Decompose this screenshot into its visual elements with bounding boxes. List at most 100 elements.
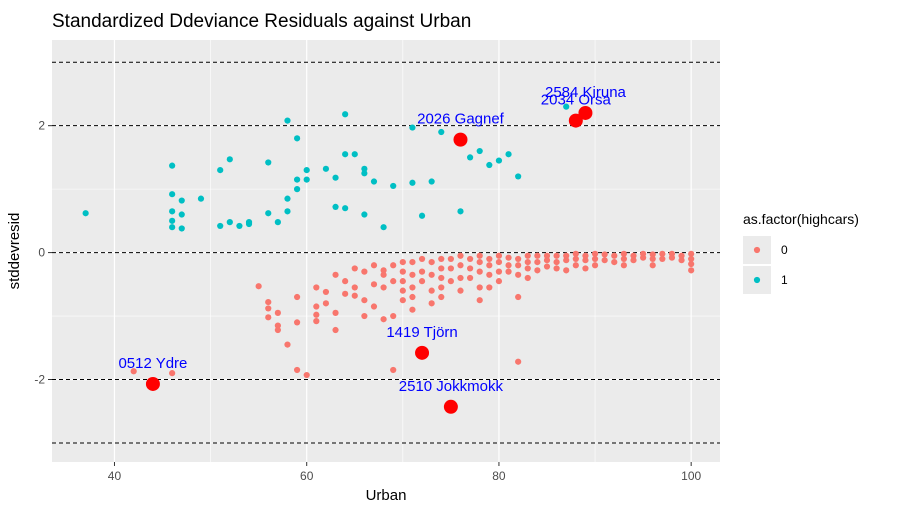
point-highcars-0 — [361, 297, 368, 304]
point-highcars-1 — [284, 208, 291, 215]
point-highcars-1 — [169, 162, 176, 169]
point-highcars-1 — [361, 165, 368, 172]
point-highcars-1 — [342, 205, 349, 212]
point-highcars-0 — [438, 274, 445, 282]
point-highcars-0 — [447, 255, 454, 263]
point-highcars-0 — [399, 287, 406, 294]
reference-lines — [52, 61, 720, 444]
point-highcars-0 — [313, 311, 320, 318]
point-highcars-0 — [409, 259, 416, 266]
point-highcars-0 — [495, 268, 503, 275]
point-highcars-0 — [591, 250, 599, 257]
point-highcars-0 — [543, 263, 551, 270]
point-annotation: 2034 Orsa — [541, 92, 612, 109]
highlighted-points — [145, 105, 593, 414]
point-highcars-0 — [688, 255, 695, 263]
point-highcars-0 — [274, 309, 281, 316]
point-highcars-0 — [678, 257, 685, 264]
point-highcars-1 — [217, 166, 224, 174]
point-highcars-0 — [399, 297, 406, 304]
point-annotation: 2584 Kiruna — [545, 84, 627, 101]
point-annotation: 2510 Jokkmokk — [399, 378, 504, 395]
point-highcars-1 — [409, 124, 416, 131]
point-highcars-0 — [274, 326, 281, 334]
point-highcars-1 — [265, 210, 272, 217]
point-highcars-0 — [457, 252, 464, 259]
point-highcars-0 — [688, 267, 695, 274]
highlighted-point — [578, 105, 593, 120]
point-highcars-1 — [390, 182, 397, 190]
point-highcars-0 — [380, 284, 387, 291]
point-highcars-0 — [476, 284, 483, 291]
highlighted-point — [415, 345, 430, 360]
point-highcars-0 — [467, 255, 474, 263]
point-highcars-0 — [284, 341, 291, 348]
point-highcars-0 — [563, 257, 570, 264]
point-highcars-1 — [361, 211, 368, 218]
point-highcars-1 — [178, 225, 185, 232]
point-highcars-1 — [342, 151, 349, 158]
point-annotations: 0512 Ydre 1419 Tjörn 2510 Jokkmokk 2026 Gag… — [118, 84, 626, 395]
point-highcars-1 — [169, 217, 176, 224]
point-highcars-0 — [495, 278, 503, 285]
point-highcars-0 — [553, 259, 560, 266]
point-highcars-0 — [380, 316, 387, 323]
highlighted-point — [453, 132, 468, 147]
point-highcars-1 — [457, 208, 464, 215]
point-highcars-0 — [649, 251, 656, 258]
point-highcars-0 — [428, 300, 435, 307]
legend: as.factor(highcars) 0 1 — [743, 211, 859, 294]
point-annotation: 1419 Tjörn — [386, 324, 457, 341]
point-highcars-0 — [524, 252, 531, 259]
point-highcars-1 — [515, 173, 522, 180]
point-highcars-0 — [476, 252, 483, 259]
point-highcars-1 — [409, 179, 416, 186]
point-annotation: 0512 Ydre — [118, 355, 187, 372]
point-highcars-1 — [332, 203, 339, 210]
y-tick-label: 0 — [38, 246, 45, 260]
point-highcars-0 — [409, 293, 416, 301]
point-highcars-0 — [467, 274, 474, 282]
point-highcars-1 — [467, 154, 474, 161]
point-highcars-0 — [351, 284, 358, 291]
x-tick-label: 60 — [300, 469, 314, 483]
point-highcars-0 — [572, 250, 579, 257]
point-highcars-0 — [649, 255, 656, 263]
point-highcars-1 — [245, 219, 253, 226]
point-highcars-0 — [390, 366, 397, 374]
legend-label-1: 1 — [781, 273, 788, 287]
point-highcars-1 — [169, 224, 176, 231]
x-tick-label: 40 — [108, 469, 122, 483]
point-highcars-0 — [390, 262, 397, 269]
point-highcars-0 — [438, 293, 445, 301]
point-highcars-0 — [563, 267, 570, 274]
point-highcars-0 — [486, 271, 493, 278]
point-highcars-1 — [284, 195, 291, 202]
point-highcars-0 — [611, 252, 618, 259]
highlighted-point — [145, 376, 160, 391]
point-highcars-0 — [524, 259, 531, 266]
point-highcars-1 — [418, 212, 426, 219]
point-highcars-0 — [620, 250, 627, 257]
point-highcars-0 — [486, 262, 493, 269]
point-highcars-0 — [678, 252, 685, 259]
point-highcars-1 — [351, 151, 358, 158]
point-highcars-0 — [370, 281, 378, 288]
point-highcars-1 — [265, 159, 272, 166]
point-highcars-0 — [447, 265, 454, 272]
point-highcars-0 — [505, 254, 512, 261]
point-highcars-0 — [342, 278, 349, 285]
point-highcars-0 — [293, 366, 301, 374]
point-highcars-0 — [601, 251, 608, 258]
point-highcars-1 — [505, 151, 512, 158]
point-highcars-0 — [457, 262, 464, 269]
x-axis-ticks: 40 60 80 100 — [108, 462, 701, 483]
point-highcars-1 — [293, 176, 301, 183]
point-highcars-0 — [418, 255, 426, 263]
point-highcars-1 — [293, 135, 301, 142]
point-highcars-1 — [169, 208, 176, 215]
point-highcars-1 — [178, 211, 185, 218]
point-highcars-0 — [313, 303, 320, 310]
point-highcars-0 — [649, 262, 656, 269]
point-highcars-0 — [361, 268, 368, 275]
